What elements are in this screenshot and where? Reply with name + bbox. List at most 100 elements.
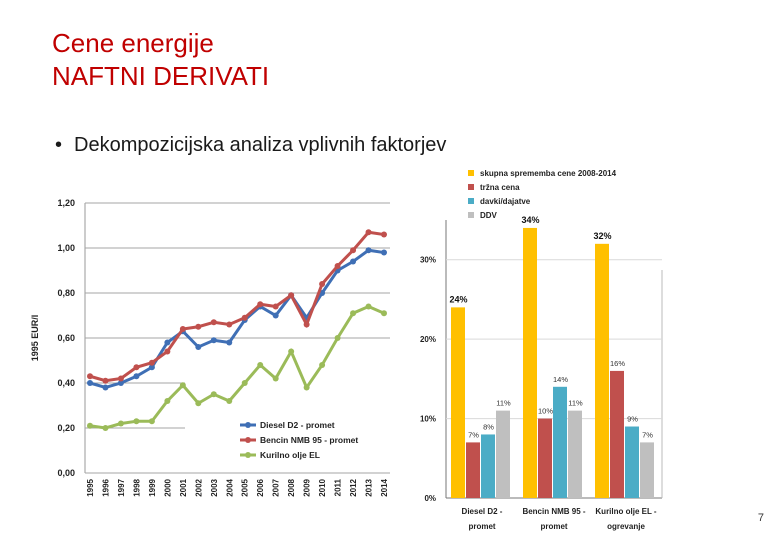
y-tick-label: 1,00	[57, 243, 75, 253]
legend-label: davki/dajatve	[480, 197, 531, 206]
bar	[451, 307, 465, 498]
bullet-dot-icon: •	[55, 134, 63, 156]
x-tick-label: 2002	[194, 478, 203, 496]
y-tick-label: 0,40	[57, 378, 75, 388]
price-line-chart: 0,00 0,20 0,40 0,60 0,80 1,00 1,20 1995 EUR/l 19…	[30, 198, 390, 497]
y-tick-label: 0%	[424, 494, 436, 503]
legend-swatch	[468, 184, 474, 190]
slide-title-line1: Cene energije	[52, 28, 214, 58]
bar	[640, 442, 654, 498]
legend-marker	[245, 422, 251, 428]
y-tick-label: 20%	[420, 335, 436, 344]
data-point	[164, 398, 171, 404]
data-label: 9%	[627, 415, 638, 424]
page-number: 7	[757, 512, 764, 524]
data-label: 24%	[449, 294, 467, 304]
legend-swatch	[468, 212, 474, 218]
y-tick-label: 0,60	[57, 333, 75, 343]
x-category-label: Kurilno olje EL -ogrevanje	[595, 507, 657, 531]
x-tick-label: 1998	[132, 478, 141, 496]
x-tick-label: 2013	[365, 478, 374, 496]
data-point	[102, 377, 109, 384]
bar	[625, 426, 639, 498]
bar	[466, 442, 480, 498]
x-category-label: Bencin NMB 95 -promet	[522, 507, 585, 531]
data-point	[288, 348, 295, 355]
x-tick-label: 2012	[349, 478, 358, 496]
x-tick-label: 2001	[179, 478, 188, 496]
data-point	[102, 425, 109, 431]
x-tick-label: 2005	[241, 478, 250, 496]
x-tick-label: 2004	[225, 478, 234, 496]
data-point	[257, 362, 264, 368]
x-tick-label: 2009	[303, 478, 312, 496]
data-point	[117, 375, 124, 382]
legend-label: skupna sprememba cene 2008-2014	[480, 169, 617, 178]
data-point	[257, 301, 264, 308]
x-tick-label: 2011	[334, 478, 343, 496]
data-point	[365, 247, 372, 254]
x-tick-label: 1995	[86, 478, 95, 496]
data-point	[102, 384, 109, 391]
x-tick-label: 2000	[163, 478, 172, 496]
data-point	[334, 263, 341, 269]
legend-label: Diesel D2 - promet	[260, 420, 335, 430]
data-point	[350, 247, 357, 254]
series-line-2	[89, 230, 385, 383]
legend-label: Bencin NMB 95 - promet	[260, 435, 358, 445]
data-point	[381, 310, 387, 317]
x-tick-label: 1999	[148, 478, 157, 496]
legend-marker	[245, 437, 251, 443]
x-category-label: Diesel D2 -promet	[462, 507, 503, 531]
data-label: 11%	[568, 399, 583, 408]
x-tick-label: 1997	[117, 478, 126, 496]
data-point	[195, 323, 202, 330]
x-tick-label: 2006	[256, 478, 265, 496]
decomposition-bar-chart: 0% 10% 20% 30% 24% 7% 8% 11% Diesel D2 -promet 34…	[420, 169, 663, 531]
data-point	[148, 364, 155, 371]
data-label: 7%	[642, 430, 653, 439]
data-point	[117, 380, 124, 386]
legend-label: tržna cena	[480, 183, 520, 192]
data-point	[87, 373, 93, 380]
legend-swatch	[468, 170, 474, 176]
data-point	[164, 339, 171, 346]
slide-title-line2: NAFTNI DERIVATI	[52, 61, 270, 91]
legend-marker	[245, 452, 251, 458]
legend-swatch	[468, 198, 474, 204]
data-point	[303, 321, 310, 328]
data-point	[272, 303, 279, 310]
data-label: 11%	[496, 399, 511, 408]
data-label: 16%	[610, 359, 625, 368]
data-point	[319, 281, 326, 287]
data-point	[381, 249, 387, 256]
y-tick-label: 0,20	[57, 423, 75, 433]
data-point	[148, 359, 155, 366]
data-label: 34%	[521, 215, 539, 225]
data-label: 14%	[553, 375, 568, 384]
data-point	[319, 362, 326, 368]
data-label: 8%	[483, 422, 494, 431]
x-tick-label: 2008	[287, 478, 296, 496]
data-point	[365, 229, 372, 236]
bar	[610, 370, 624, 498]
legend-label: DDV	[480, 211, 498, 220]
data-point	[226, 398, 233, 404]
data-point	[288, 292, 295, 299]
data-point	[365, 303, 372, 310]
x-tick-label: 2007	[272, 478, 281, 496]
data-point	[133, 418, 140, 425]
data-point	[210, 391, 217, 398]
data-point	[87, 380, 93, 386]
data-point	[210, 319, 217, 326]
bar	[595, 243, 609, 498]
x-tick-label: 2014	[380, 478, 389, 496]
data-point	[133, 364, 140, 371]
data-point	[272, 312, 279, 319]
data-point	[133, 373, 140, 380]
data-point	[303, 384, 310, 391]
data-point	[272, 375, 279, 382]
data-point	[226, 321, 233, 328]
data-point	[87, 422, 93, 429]
data-point	[241, 380, 248, 386]
